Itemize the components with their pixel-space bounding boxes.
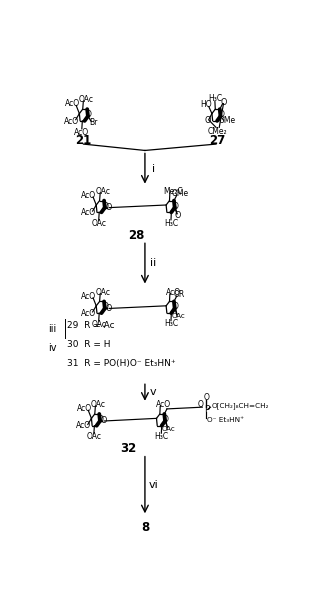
- Text: OAc: OAc: [91, 219, 106, 228]
- Text: H₃C: H₃C: [164, 219, 178, 228]
- Text: Me₂C: Me₂C: [163, 187, 183, 196]
- Text: O: O: [204, 116, 211, 125]
- Text: AcO: AcO: [81, 208, 96, 217]
- Text: 8: 8: [141, 521, 149, 533]
- Text: O: O: [173, 303, 179, 311]
- Text: O: O: [175, 211, 181, 220]
- Text: O⁻ Et₃HN⁺: O⁻ Et₃HN⁺: [207, 417, 244, 423]
- Text: O: O: [220, 97, 227, 107]
- Text: O: O: [198, 400, 204, 409]
- Text: AcO: AcO: [77, 404, 92, 413]
- Text: 29  R = Ac: 29 R = Ac: [67, 322, 114, 331]
- Text: AcO: AcO: [81, 191, 96, 200]
- Text: HO: HO: [200, 100, 211, 110]
- Text: O: O: [163, 415, 169, 424]
- Text: 28: 28: [128, 229, 144, 242]
- Text: OAc: OAc: [95, 287, 110, 297]
- Text: i: i: [152, 163, 155, 174]
- Text: O: O: [105, 304, 112, 313]
- Text: OAc: OAc: [162, 426, 175, 432]
- Text: AcO: AcO: [76, 421, 91, 431]
- Text: iii: iii: [49, 324, 57, 334]
- Text: AcO: AcO: [81, 309, 96, 318]
- Text: OAc: OAc: [79, 96, 94, 104]
- Text: vi: vi: [148, 480, 158, 490]
- Text: O: O: [100, 417, 107, 426]
- Text: O: O: [103, 202, 109, 211]
- Text: P: P: [204, 405, 209, 414]
- Text: H₃C: H₃C: [164, 319, 178, 328]
- Text: AcO: AcO: [64, 116, 79, 125]
- Text: OAc: OAc: [91, 400, 106, 409]
- Text: AcO: AcO: [65, 99, 80, 108]
- Text: OAc: OAc: [95, 187, 110, 196]
- Text: OMe: OMe: [218, 116, 235, 125]
- Text: 21: 21: [75, 133, 92, 147]
- Text: O: O: [219, 110, 225, 119]
- Text: O: O: [103, 303, 109, 311]
- Text: 32: 32: [121, 442, 137, 455]
- Text: OAc: OAc: [86, 432, 101, 442]
- Text: ii: ii: [150, 258, 156, 269]
- Text: AcO: AcO: [81, 292, 96, 301]
- Text: v: v: [150, 387, 157, 398]
- Text: 30  R = H: 30 R = H: [67, 340, 110, 349]
- Text: AcO: AcO: [156, 400, 171, 409]
- Text: O: O: [105, 203, 112, 212]
- Text: H₃C: H₃C: [208, 94, 222, 103]
- Text: O: O: [98, 415, 104, 424]
- Text: iv: iv: [49, 342, 57, 353]
- Text: O[CH₂]₈CH=CH₂: O[CH₂]₈CH=CH₂: [211, 403, 269, 409]
- Text: AcO: AcO: [166, 287, 181, 297]
- Text: OAc: OAc: [91, 320, 106, 329]
- Text: 27: 27: [209, 133, 225, 147]
- Text: 31  R = PO(H)O⁻ Et₃HN⁺: 31 R = PO(H)O⁻ Et₃HN⁺: [67, 359, 175, 368]
- Text: H₃C: H₃C: [154, 432, 168, 441]
- Text: O: O: [203, 393, 209, 402]
- Text: OMe: OMe: [171, 189, 188, 198]
- Text: OAc: OAc: [171, 313, 185, 319]
- Text: CMe₂: CMe₂: [207, 127, 227, 136]
- Text: O: O: [173, 202, 179, 211]
- Text: AcO: AcO: [74, 127, 89, 136]
- Text: OR: OR: [174, 290, 185, 298]
- Text: Br: Br: [89, 118, 98, 127]
- Text: O: O: [86, 110, 92, 119]
